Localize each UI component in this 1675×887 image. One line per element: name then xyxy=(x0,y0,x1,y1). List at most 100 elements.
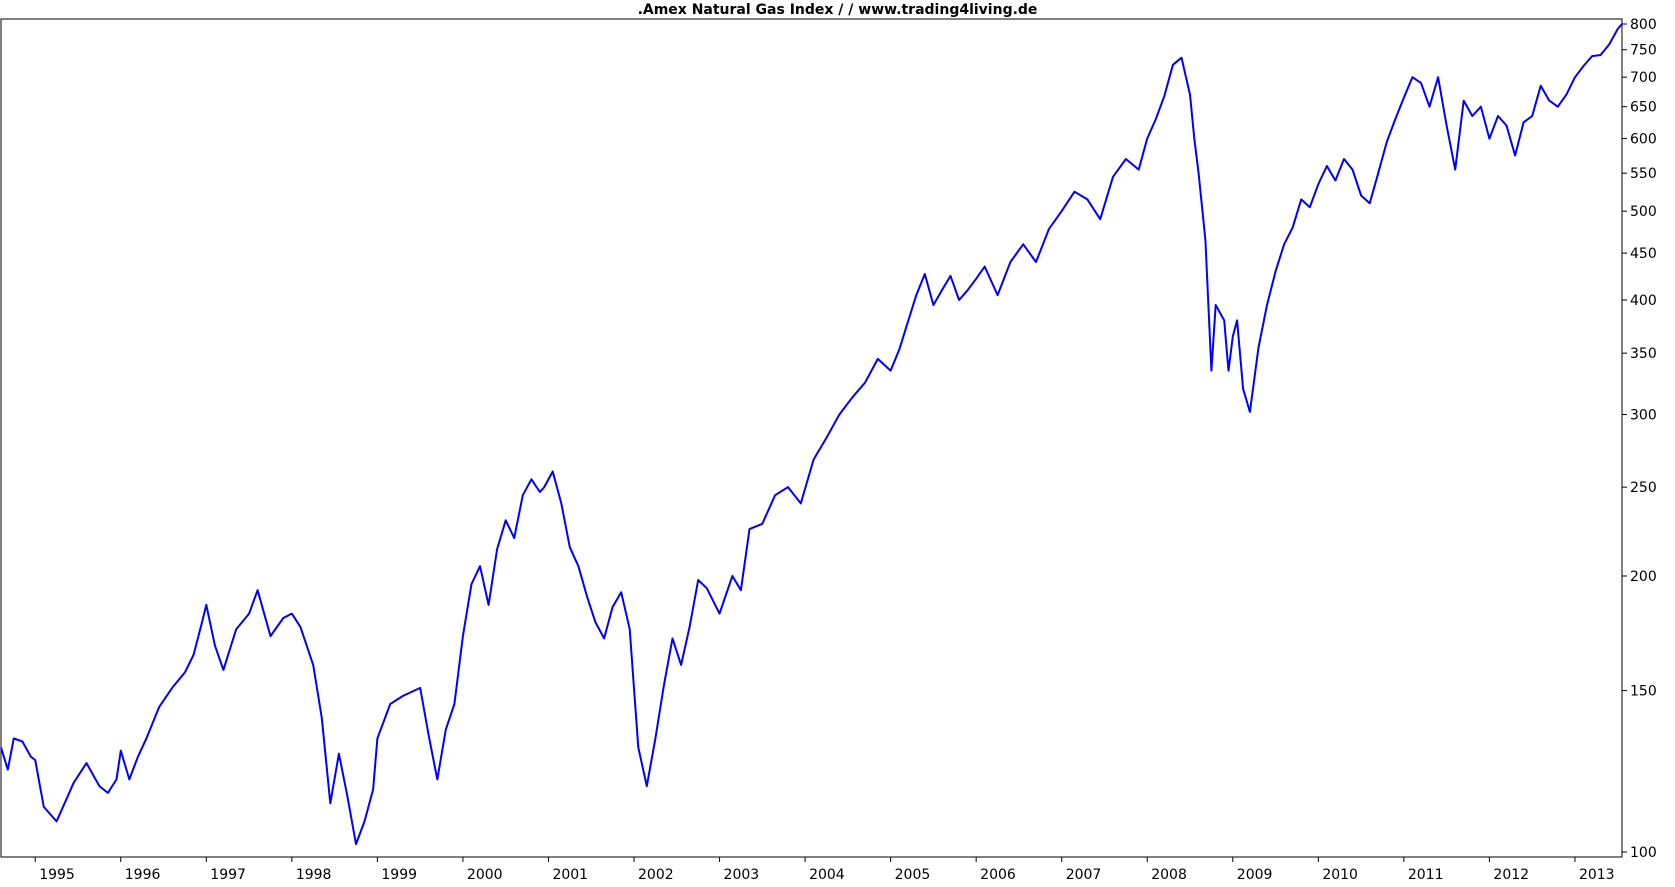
data-point xyxy=(1172,64,1174,66)
data-point xyxy=(376,737,378,740)
y-tick-label: 650 xyxy=(1630,100,1657,116)
data-point xyxy=(128,778,130,781)
data-point xyxy=(282,617,284,619)
data-point xyxy=(838,414,840,416)
data-point xyxy=(205,604,207,606)
data-point xyxy=(1420,82,1422,84)
data-point xyxy=(488,604,490,606)
data-point xyxy=(453,703,455,705)
data-point xyxy=(192,654,195,656)
data-point xyxy=(470,583,473,585)
data-point xyxy=(513,537,515,539)
data-point xyxy=(800,502,802,504)
data-point xyxy=(761,523,763,525)
data-point xyxy=(120,750,122,752)
x-tick-label: 2001 xyxy=(552,867,588,883)
data-point xyxy=(560,502,562,504)
data-point xyxy=(43,806,45,808)
data-point xyxy=(1343,158,1345,160)
data-point xyxy=(1210,370,1212,372)
data-point xyxy=(1531,115,1533,117)
data-point xyxy=(1257,346,1260,349)
x-tick-label: 2011 xyxy=(1408,867,1444,883)
data-point xyxy=(1204,239,1206,241)
data-point xyxy=(428,734,430,737)
data-point xyxy=(975,278,977,280)
data-point xyxy=(1163,95,1165,97)
y-tick-label: 200 xyxy=(1630,569,1657,585)
chart-title: .Amex Natural Gas Index / / www.trading4… xyxy=(637,2,1038,18)
data-point xyxy=(346,795,348,797)
data-point xyxy=(1608,43,1610,46)
data-point xyxy=(321,717,323,719)
data-point xyxy=(932,304,935,306)
data-point xyxy=(291,613,293,615)
data-point xyxy=(1180,57,1183,59)
data-point xyxy=(269,635,272,637)
data-point xyxy=(222,669,224,671)
data-point xyxy=(949,275,952,277)
data-point xyxy=(1582,65,1585,67)
data-point xyxy=(539,491,541,493)
data-point xyxy=(115,778,118,781)
data-point xyxy=(1360,194,1362,197)
data-point xyxy=(1035,261,1037,263)
data-point xyxy=(1480,106,1482,108)
data-point xyxy=(1326,165,1328,167)
data-point xyxy=(214,644,216,647)
data-point xyxy=(603,637,605,640)
data-point xyxy=(671,637,674,640)
data-point xyxy=(1377,172,1379,174)
x-tick-label: 1995 xyxy=(39,867,75,883)
data-point xyxy=(1242,388,1244,390)
data-point xyxy=(1557,106,1559,108)
data-point xyxy=(257,589,259,591)
data-point xyxy=(1386,141,1388,143)
data-point xyxy=(56,820,58,823)
data-point xyxy=(1227,370,1230,372)
data-point xyxy=(552,470,554,473)
data-point xyxy=(1403,97,1405,99)
y-tick-label: 800 xyxy=(1630,17,1657,33)
data-point xyxy=(907,321,909,324)
data-point xyxy=(941,289,943,291)
y-axis: 100 150 200 250 300 350 400 450 500 550 600 650 700 7… xyxy=(1622,17,1657,861)
data-point xyxy=(813,458,815,461)
data-point xyxy=(654,737,657,740)
x-tick-label: 2013 xyxy=(1579,867,1615,883)
data-point xyxy=(158,706,160,708)
data-point xyxy=(1317,183,1319,185)
data-point xyxy=(1497,115,1499,117)
data-point xyxy=(1548,100,1550,102)
x-tick-label: 2007 xyxy=(1066,867,1102,883)
x-tick-label: 2004 xyxy=(809,867,845,883)
data-point xyxy=(1193,138,1195,140)
data-point xyxy=(496,548,498,550)
data-point xyxy=(594,621,597,624)
data-point xyxy=(145,737,147,740)
y-tick-label: 400 xyxy=(1630,293,1657,309)
plot-frame xyxy=(0,18,1623,858)
data-point xyxy=(877,358,879,360)
data-point xyxy=(235,628,237,630)
data-point xyxy=(1048,228,1050,230)
y-tick-label: 550 xyxy=(1630,166,1657,182)
data-point xyxy=(1232,335,1234,338)
data-point xyxy=(1146,138,1148,140)
data-point xyxy=(890,370,892,372)
data-point xyxy=(1249,411,1251,413)
data-point xyxy=(312,664,314,666)
data-point xyxy=(1125,158,1127,160)
data-point xyxy=(1591,55,1593,57)
y-tick-label: 350 xyxy=(1630,346,1657,362)
data-point xyxy=(629,628,631,630)
y-tick-label: 700 xyxy=(1630,70,1657,86)
data-point xyxy=(915,294,917,296)
data-point xyxy=(958,299,960,301)
data-point xyxy=(1275,270,1277,272)
y-tick-label: 500 xyxy=(1630,204,1657,220)
x-tick-label: 1997 xyxy=(210,867,246,883)
data-point xyxy=(1394,118,1396,120)
data-point xyxy=(98,785,100,787)
data-point xyxy=(1061,210,1063,212)
